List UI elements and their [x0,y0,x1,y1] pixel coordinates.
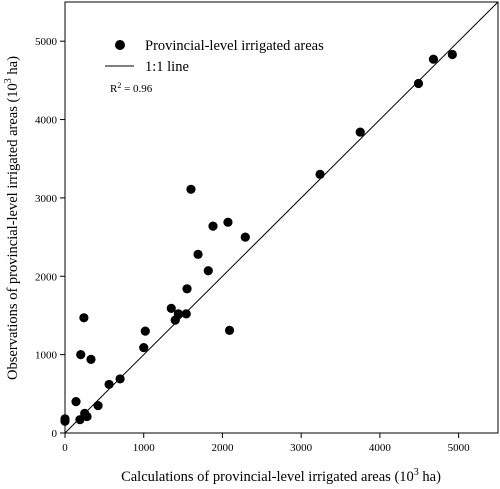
data-point [75,415,85,425]
x-tick-label: 0 [62,442,68,454]
y-tick-label: 2000 [35,271,58,283]
data-point [428,54,439,64]
data-point [193,249,203,259]
one-to-one-line [64,1,499,434]
data-point [71,397,81,407]
data-point [140,326,150,336]
data-point [173,309,183,319]
data-point [93,400,103,411]
y-tick-label: 5000 [35,36,58,48]
data-point [240,232,250,242]
data-point [203,266,213,276]
x-tick-label: 2000 [211,442,234,454]
data-point [208,221,218,231]
x-tick-label: 4000 [369,442,392,454]
legend: Provincial-level irrigated areas 1:1 lin… [105,38,324,75]
y-axis-label: Observations of provincial-level irrigat… [3,56,21,380]
legend-label-line: 1:1 line [145,59,189,75]
x-tick-label: 3000 [290,442,313,454]
data-point [447,49,457,60]
legend-marker-points [115,40,125,50]
y-tick-label: 0 [52,428,58,440]
x-tick-label: 1000 [133,442,156,454]
data-point [79,313,89,323]
data-point [224,325,235,335]
y-tick-label: 4000 [35,115,58,127]
data-point [104,379,114,390]
data-point [60,416,70,426]
data-points [60,49,457,426]
x-axis-label: Calculations of provincial-level irrigat… [121,467,441,485]
data-point [76,350,86,360]
data-point [182,284,192,294]
data-point [355,127,365,137]
x-axis-ticks: 0 1000 2000 3000 4000 5000 [62,433,470,454]
data-point [86,354,96,364]
data-point [166,303,176,314]
y-tick-label: 3000 [35,193,58,205]
legend-label-points: Provincial-level irrigated areas [145,38,324,54]
plot-frame [64,1,499,434]
y-axis-ticks: 0 1000 2000 3000 4000 5000 [35,36,65,440]
data-point [139,342,149,353]
data-point [223,217,233,227]
data-point [82,411,92,422]
data-point [186,184,196,194]
x-tick-label: 5000 [448,442,471,454]
r-squared-annotation: R2 = 0.96 [110,81,153,95]
data-point [315,169,325,179]
data-point [181,309,191,319]
data-point [413,78,424,89]
data-point [115,374,125,384]
y-tick-label: 1000 [35,350,58,362]
